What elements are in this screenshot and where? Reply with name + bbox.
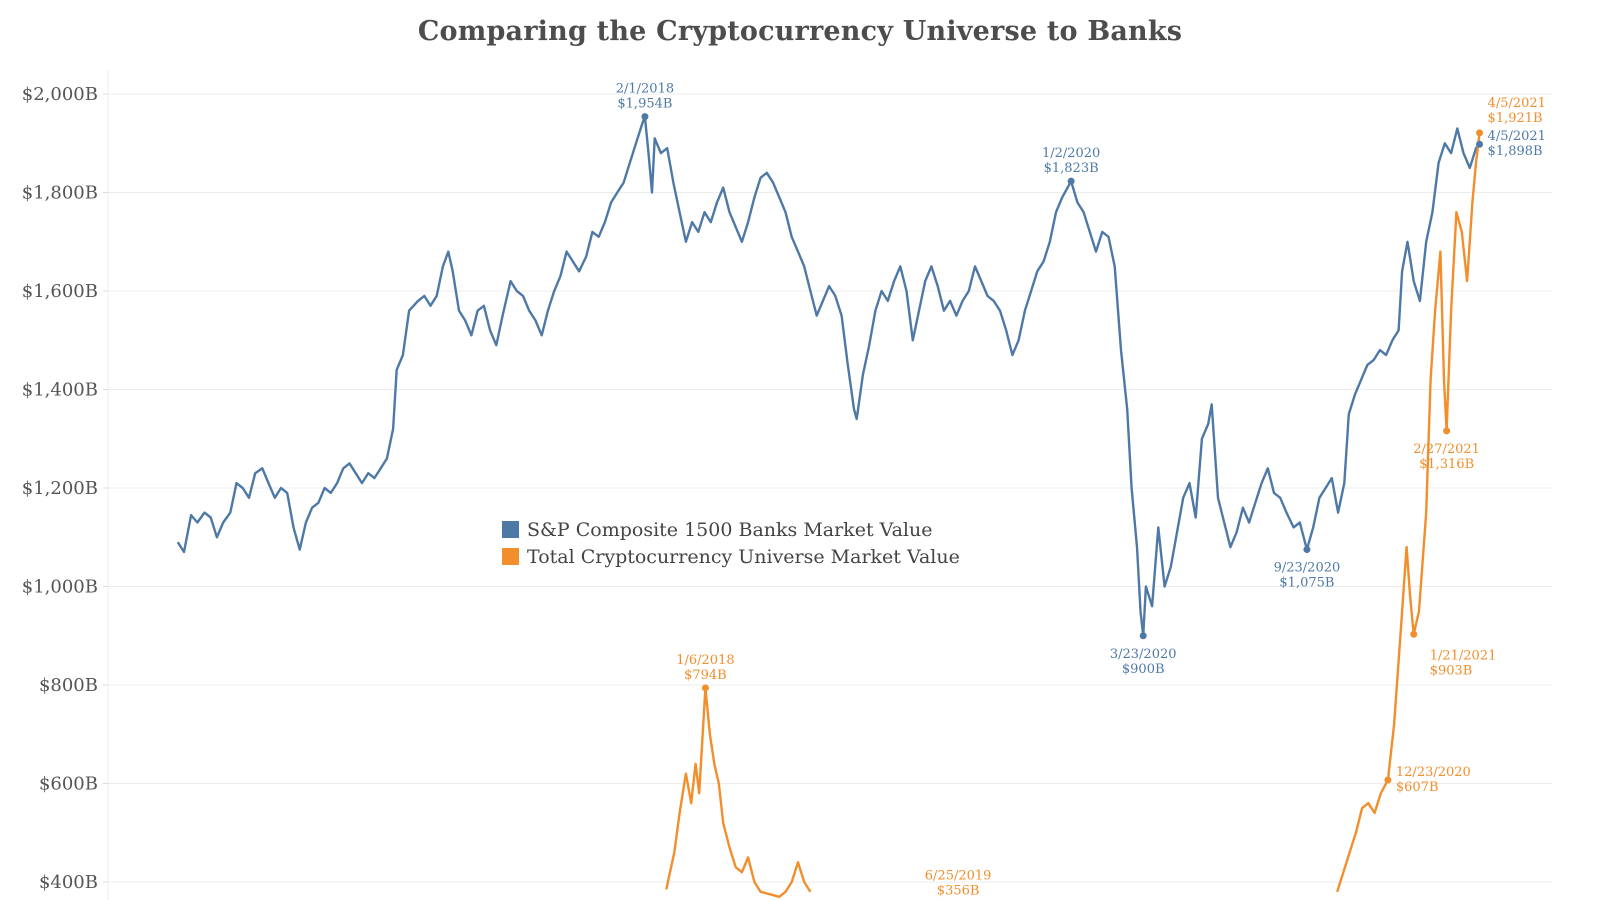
- annotation-marker: [1410, 630, 1418, 638]
- annotation-value-label: $1,823B: [1044, 161, 1099, 176]
- series-line-crypto: [1336, 132, 1481, 893]
- annotation-marker: [1067, 177, 1075, 185]
- annotation-marker: [1384, 776, 1392, 784]
- annotation-date-label: 12/23/2020: [1396, 765, 1471, 780]
- annotation-marker: [1139, 632, 1147, 640]
- annotation-marker: [1476, 129, 1484, 137]
- annotation-date-label: 1/6/2018: [676, 653, 734, 668]
- annotation-date-label: 9/23/2020: [1274, 561, 1341, 576]
- series-line-crypto: [665, 686, 812, 898]
- legend-label-banks: S&P Composite 1500 Banks Market Value: [527, 518, 933, 541]
- annotation-date-label: 3/23/2020: [1110, 647, 1177, 662]
- annotations: 2/1/2018$1,954B1/2/2020$1,823B3/23/2020$…: [616, 82, 1546, 899]
- annotation-value-label: $607B: [1396, 780, 1439, 795]
- annotation-date-label: 2/27/2021: [1413, 442, 1480, 457]
- annotation-marker: [1443, 427, 1451, 435]
- annotation-date-label: 1/21/2021: [1430, 648, 1497, 663]
- annotation-date-label: 2/1/2018: [616, 82, 674, 97]
- series-line-banks: [176, 115, 1481, 637]
- annotation-date-label: 1/2/2020: [1042, 146, 1100, 161]
- y-tick-label: $1,000B: [22, 577, 98, 598]
- annotation-value-label: $356B: [937, 884, 980, 899]
- series-lines: [176, 115, 1481, 898]
- annotation-value-label: $1,921B: [1488, 111, 1543, 126]
- annotation-value-label: $903B: [1430, 663, 1473, 678]
- y-tick-label: $1,600B: [22, 281, 98, 302]
- annotation-marker: [1476, 140, 1484, 148]
- legend: S&P Composite 1500 Banks Market Value To…: [502, 516, 960, 570]
- y-tick-label: $1,800B: [22, 183, 98, 204]
- annotation-value-label: $1,316B: [1419, 457, 1474, 472]
- annotation-marker: [641, 113, 649, 121]
- legend-swatch-crypto: [502, 548, 519, 565]
- y-tick-label: $1,400B: [22, 380, 98, 401]
- y-tick-label: $800B: [39, 675, 98, 696]
- y-tick-label: $1,200B: [22, 478, 98, 499]
- annotation-marker: [701, 684, 709, 692]
- annotation-value-label: $794B: [684, 668, 727, 683]
- legend-label-crypto: Total Cryptocurrency Universe Market Val…: [527, 545, 960, 568]
- gridlines: [107, 70, 1552, 900]
- annotation-value-label: $1,954B: [617, 97, 672, 112]
- chart-title: Comparing the Cryptocurrency Universe to…: [417, 16, 1183, 47]
- y-tick-label: $600B: [39, 774, 98, 795]
- annotation-date-label: 4/5/2021: [1488, 96, 1546, 111]
- annotation-date-label: 6/25/2019: [925, 869, 992, 884]
- annotation-value-label: $1,075B: [1279, 576, 1334, 591]
- annotation-marker: [1303, 546, 1311, 554]
- annotation-value-label: $900B: [1122, 662, 1165, 677]
- annotation-value-label: $1,898B: [1488, 144, 1543, 159]
- legend-swatch-banks: [502, 521, 519, 538]
- annotation-date-label: 4/5/2021: [1488, 129, 1546, 144]
- legend-item-banks: S&P Composite 1500 Banks Market Value: [502, 516, 960, 543]
- y-tick-label: $400B: [39, 872, 98, 893]
- y-axis: $2,000B $1,800B $1,600B $1,400B $1,200B $1,00…: [22, 84, 108, 893]
- y-tick-label: $2,000B: [22, 84, 98, 105]
- legend-item-crypto: Total Cryptocurrency Universe Market Val…: [502, 543, 960, 570]
